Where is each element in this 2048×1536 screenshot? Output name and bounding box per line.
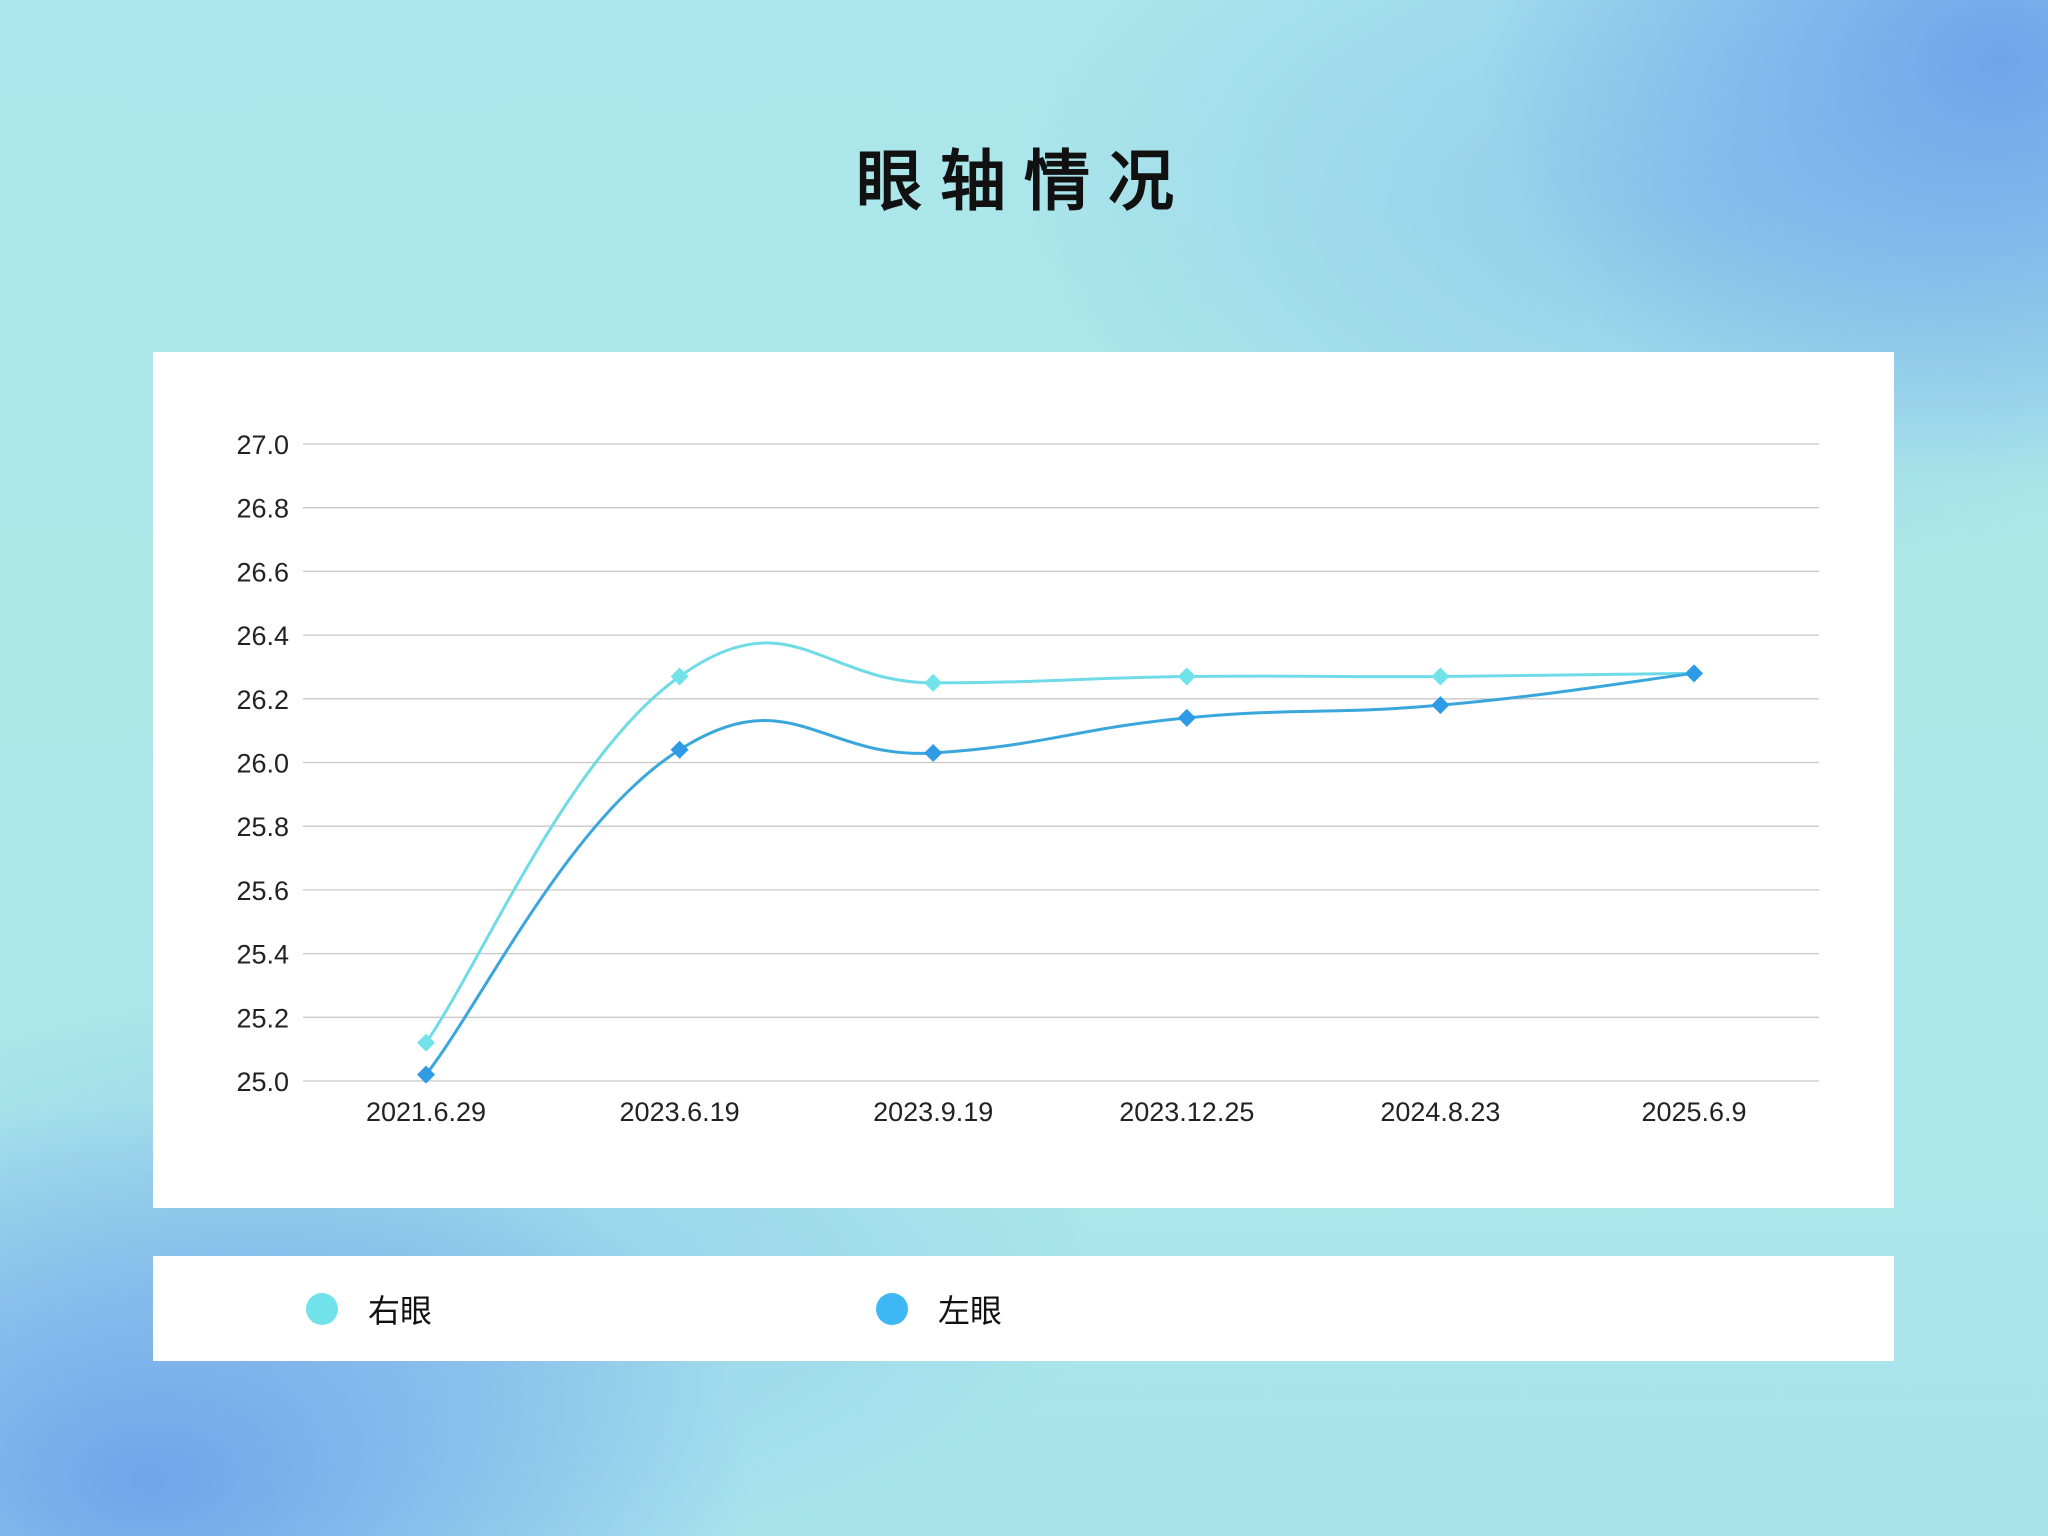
chart-panel: 25.0 25.2 25.4 25.6 25.8 26.0 26.2 26.4 26.6 26.8… xyxy=(153,352,1894,1208)
y-tick-label: 25.8 xyxy=(236,812,289,842)
y-tick-label: 25.0 xyxy=(236,1067,289,1097)
x-tick-label: 2023.9.19 xyxy=(873,1097,993,1127)
page-title: 眼轴情况 xyxy=(856,143,1192,220)
data-point-right-eye xyxy=(417,1033,435,1052)
data-point-right-eye xyxy=(1177,667,1196,686)
data-point-left-eye xyxy=(1177,708,1196,727)
data-point-left-eye xyxy=(1685,664,1703,683)
legend-swatch-left-eye xyxy=(876,1292,908,1325)
legend-item-right-eye: 右眼 xyxy=(306,1256,432,1361)
y-tick-label: 25.2 xyxy=(236,1003,289,1033)
legend-item-left-eye: 左眼 xyxy=(876,1256,1002,1361)
x-tick-label: 2024.8.23 xyxy=(1380,1097,1500,1127)
x-tick-label: 2023.6.19 xyxy=(620,1097,740,1127)
series-line-left-eye xyxy=(424,671,1695,1076)
data-point-left-eye xyxy=(924,743,943,762)
y-axis-ticks: 25.0 25.2 25.4 25.6 25.8 26.0 26.2 26.4 26.6 26.8… xyxy=(236,430,289,1097)
y-tick-label: 26.2 xyxy=(236,685,289,715)
x-axis-ticks: 2021.6.29 2023.6.19 2023.9.19 2023.12.25 202… xyxy=(366,1097,1747,1127)
y-tick-label: 25.4 xyxy=(236,940,289,970)
x-tick-label: 2025.6.9 xyxy=(1641,1097,1746,1127)
legend-swatch-right-eye xyxy=(306,1292,338,1325)
y-tick-label: 26.4 xyxy=(236,621,289,651)
data-point-right-eye xyxy=(1431,667,1450,686)
y-tick-label: 26.0 xyxy=(236,749,289,779)
series-lines xyxy=(424,641,1695,1076)
y-tick-label: 26.6 xyxy=(236,557,289,587)
legend-label-right-eye: 右眼 xyxy=(368,1291,433,1330)
line-chart: 25.0 25.2 25.4 25.6 25.8 26.0 26.2 26.4 26.6 26.8… xyxy=(236,430,1819,1127)
x-tick-label: 2021.6.29 xyxy=(366,1097,486,1127)
data-point-right-eye xyxy=(670,667,689,686)
y-tick-label: 26.8 xyxy=(236,494,289,524)
data-point-left-eye xyxy=(670,740,689,759)
y-tick-label: 25.6 xyxy=(236,876,289,906)
legend: 右眼 左眼 xyxy=(153,1256,1894,1361)
data-point-left-eye xyxy=(417,1065,435,1084)
data-point-left-eye xyxy=(1431,696,1450,715)
series-markers xyxy=(417,664,1703,1084)
series-line-right-eye xyxy=(424,641,1695,1044)
grid-lines xyxy=(303,443,1819,1082)
legend-label-left-eye: 左眼 xyxy=(938,1291,1003,1330)
data-point-right-eye xyxy=(924,673,943,692)
x-tick-label: 2023.12.25 xyxy=(1119,1097,1254,1127)
y-tick-label: 27.0 xyxy=(236,430,289,460)
